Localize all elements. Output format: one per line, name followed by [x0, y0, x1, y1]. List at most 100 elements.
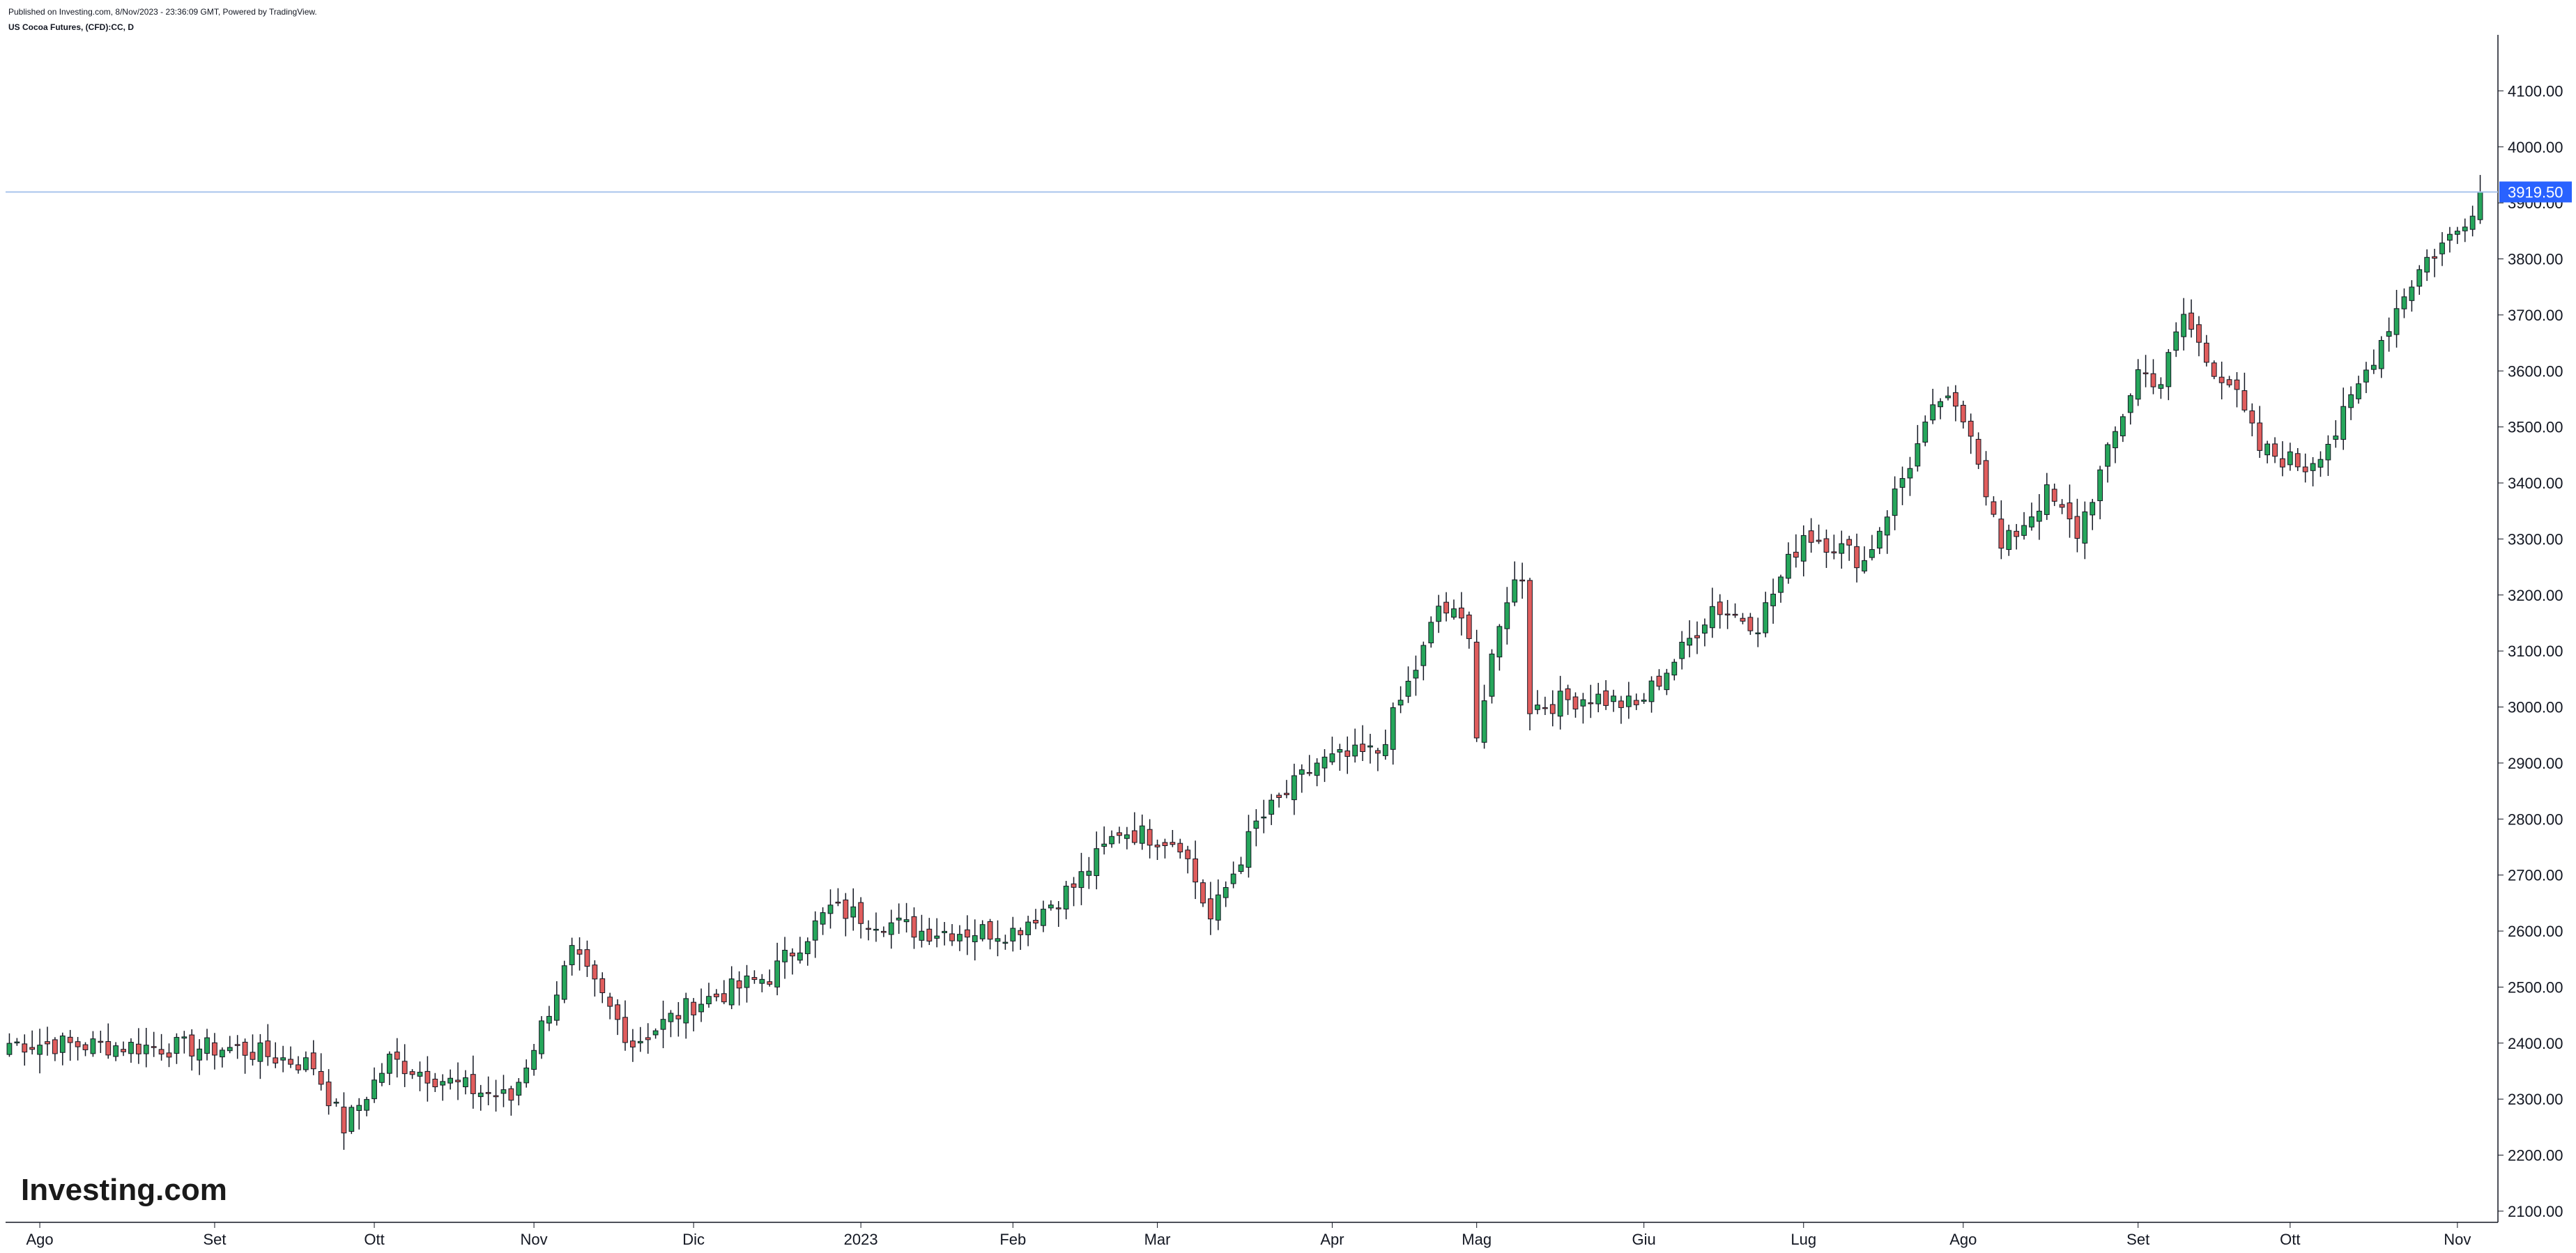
candle-body [1048, 905, 1054, 909]
candle-body [714, 993, 719, 997]
x-tick-label: Giu [1632, 1231, 1656, 1248]
candle-body [128, 1042, 134, 1054]
candle-body [1041, 909, 1046, 926]
candle-body [52, 1039, 58, 1054]
candle-body [706, 996, 712, 1005]
candle-body [979, 924, 986, 939]
candle-body [2067, 502, 2073, 520]
candle-body [2447, 233, 2453, 241]
candle-body [1694, 635, 1700, 638]
candle-body [1086, 870, 1092, 876]
candle-body [1504, 602, 1510, 629]
x-tick-label: Mar [1144, 1231, 1171, 1248]
candle-body [1071, 883, 1077, 888]
candle-body [1284, 792, 1289, 795]
candle-body [721, 993, 727, 1003]
candle-body [2416, 269, 2423, 287]
candle-body [1679, 641, 1685, 659]
candle-body [463, 1077, 468, 1088]
last-price-label: 3919.50 [2499, 181, 2572, 203]
candle-body [1131, 830, 1137, 843]
candle-body [972, 935, 978, 942]
candle-body [2356, 383, 2361, 399]
candle-body [858, 902, 864, 924]
candle-body [1002, 941, 1009, 944]
candle-body [934, 935, 940, 939]
candle-body [2127, 395, 2133, 413]
candle-body [197, 1048, 203, 1061]
candle-body [569, 945, 575, 965]
candle-body [409, 1071, 415, 1075]
candle-body [2272, 443, 2278, 457]
candle-body [265, 1040, 271, 1057]
candle-body [1033, 920, 1038, 923]
candle-body [553, 994, 560, 1021]
candle-body [2142, 372, 2149, 374]
candle-body [1382, 744, 1388, 756]
candle-body [1740, 617, 1746, 622]
candle-body [637, 1040, 643, 1044]
candle-body [880, 930, 887, 933]
candle-body [1512, 579, 1518, 603]
x-tick-label: Feb [999, 1231, 1026, 1248]
candle-body [1648, 680, 1655, 702]
candle-body [1549, 704, 1556, 714]
candle-body [45, 1041, 50, 1045]
candle-body [1397, 700, 1404, 706]
candle-body [2432, 256, 2437, 259]
candle-body [1489, 653, 1495, 697]
candle-body [2105, 444, 2110, 467]
candle-body [310, 1052, 316, 1070]
candle-body [1360, 744, 1365, 753]
candle-body [1306, 771, 1312, 774]
candle-body [2249, 410, 2255, 424]
candle-body [2074, 516, 2080, 539]
candle-body [2059, 504, 2065, 508]
candle-body [1816, 539, 1822, 542]
symbol-title: US Cocoa Futures, (CFD):CC, D [8, 22, 134, 32]
candle-body [2014, 530, 2020, 537]
candle-body [995, 938, 1001, 942]
candle-body [2241, 390, 2248, 410]
candle-body [379, 1073, 385, 1083]
candle-body [759, 978, 765, 984]
candle-body [1420, 645, 1427, 666]
candle-body [37, 1045, 43, 1055]
candle-body [2165, 352, 2172, 387]
candle-body [227, 1047, 233, 1052]
x-tick-label: Mag [1462, 1231, 1492, 1248]
candle-body [698, 1004, 704, 1013]
candle-body [1010, 928, 1016, 941]
candle-body [2218, 376, 2225, 383]
candle-body [1611, 695, 1616, 702]
candle-body [1375, 750, 1381, 754]
candle-body [2340, 406, 2347, 440]
candle-body [622, 1017, 628, 1043]
candle-body [1854, 546, 1860, 569]
candle-body [2135, 369, 2141, 400]
y-tick-label: 3000.00 [2508, 699, 2563, 716]
candle-body [1603, 690, 1609, 706]
candle-body [964, 929, 970, 938]
candle-body [1094, 848, 1100, 877]
candle-body [1321, 756, 1328, 769]
candle-body [2211, 362, 2217, 377]
candle-body [797, 952, 803, 961]
candle-body [14, 1041, 20, 1044]
candle-body [90, 1038, 96, 1054]
candle-body [539, 1020, 544, 1054]
candle-body [1193, 858, 1198, 883]
candle-body [2363, 369, 2369, 383]
x-tick-label: Apr [1320, 1231, 1344, 1248]
y-tick-label: 3300.00 [2508, 530, 2563, 548]
candle-body [1117, 832, 1122, 836]
candle-body [660, 1019, 666, 1030]
candle-body [280, 1057, 286, 1061]
candle-body [1413, 670, 1419, 679]
candle-body [1208, 898, 1213, 920]
candle-body [2226, 379, 2232, 385]
candle-body [296, 1064, 301, 1070]
candle-body [1390, 707, 1396, 750]
candle-body [1170, 842, 1176, 845]
